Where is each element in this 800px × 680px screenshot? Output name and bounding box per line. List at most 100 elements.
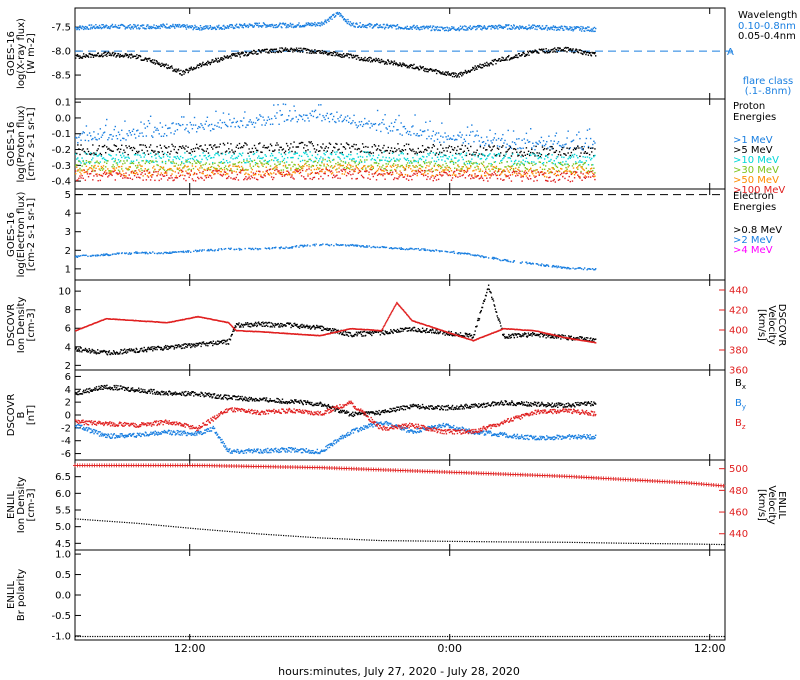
data-point: [341, 173, 343, 175]
data-point: [582, 51, 585, 53]
data-point: [118, 170, 121, 173]
data-point: [198, 148, 200, 150]
data-point: [248, 121, 250, 123]
data-point: [262, 22, 265, 24]
data-point: [452, 135, 455, 137]
data-point: [455, 174, 457, 176]
data-point: [227, 247, 230, 250]
data-point: [232, 26, 234, 28]
data-point: [270, 48, 272, 51]
data-point: [283, 157, 286, 160]
data-point: [471, 154, 473, 156]
data-point: [361, 166, 364, 169]
data-point: [365, 170, 367, 173]
data-point: [102, 157, 105, 159]
data-point: [243, 158, 245, 161]
data-point: [485, 142, 487, 145]
data-point: [326, 163, 328, 166]
data-point: [483, 166, 486, 169]
data-point: [238, 142, 241, 145]
data-point: [434, 153, 437, 155]
data-point: [485, 149, 487, 151]
data-point: [436, 169, 439, 172]
data-point: [99, 174, 102, 177]
data-point: [520, 156, 522, 158]
data-point: [244, 54, 246, 56]
data-point: [149, 27, 151, 30]
data-point: [525, 54, 528, 57]
data-point: [297, 157, 300, 160]
data-point: [156, 25, 159, 28]
data-point: [79, 171, 81, 173]
data-point: [275, 144, 277, 146]
data-point: [112, 164, 114, 166]
data-point: [505, 174, 507, 177]
data-point: [501, 171, 503, 174]
data-point: [306, 160, 308, 163]
data-point: [495, 174, 498, 177]
data-point: [305, 47, 307, 50]
data-point: [449, 167, 452, 170]
data-point: [93, 167, 95, 169]
data-point: [257, 162, 259, 165]
data-point: [357, 172, 360, 174]
data-point: [147, 172, 150, 174]
data-point: [336, 52, 339, 54]
data-point: [242, 152, 244, 154]
data-point: [492, 157, 494, 159]
data-point: [326, 160, 328, 162]
data-point: [500, 59, 503, 61]
data-point: [218, 24, 220, 27]
data-point: [368, 171, 370, 173]
data-point: [94, 162, 96, 164]
data-point: [283, 162, 286, 164]
data-point: [204, 64, 206, 66]
data-point: [517, 147, 519, 150]
data-point: [97, 165, 99, 167]
data-point: [234, 157, 236, 160]
data-point: [172, 161, 174, 163]
data-point: [311, 49, 313, 51]
data-point: [455, 162, 457, 164]
data-point: [146, 169, 149, 171]
data-point: [410, 160, 412, 162]
data-point: [250, 160, 252, 162]
data-point: [415, 169, 417, 172]
data-point: [112, 135, 114, 137]
data-point: [342, 146, 345, 148]
data-point: [142, 152, 144, 155]
data-point: [176, 155, 179, 158]
data-point: [316, 24, 319, 27]
data-point: [121, 165, 123, 168]
data-point: [79, 26, 82, 28]
data-point: [151, 176, 153, 178]
data-point: [573, 177, 576, 179]
data-point: [204, 27, 207, 30]
data-point: [183, 178, 185, 180]
data-point: [296, 121, 299, 123]
data-point: [263, 22, 265, 25]
data-point: [354, 26, 356, 28]
data-point: [494, 58, 497, 61]
data-point: [309, 50, 312, 53]
data-point: [200, 65, 202, 68]
data-point: [571, 140, 574, 142]
data-point: [304, 144, 306, 146]
data-point: [303, 147, 305, 149]
data-point: [435, 169, 438, 171]
data-point: [549, 145, 551, 148]
data-point: [104, 26, 107, 28]
data-point: [373, 173, 376, 175]
data-point: [301, 159, 304, 162]
data-point: [293, 171, 295, 173]
data-point: [88, 173, 91, 175]
data-point: [370, 122, 372, 125]
data-point: [420, 165, 423, 168]
data-point: [574, 172, 577, 174]
data-point: [82, 28, 85, 31]
data-point: [269, 165, 272, 167]
data-point: [301, 169, 304, 172]
data-point: [549, 171, 551, 173]
data-point: [192, 179, 195, 182]
data-point: [119, 53, 122, 56]
